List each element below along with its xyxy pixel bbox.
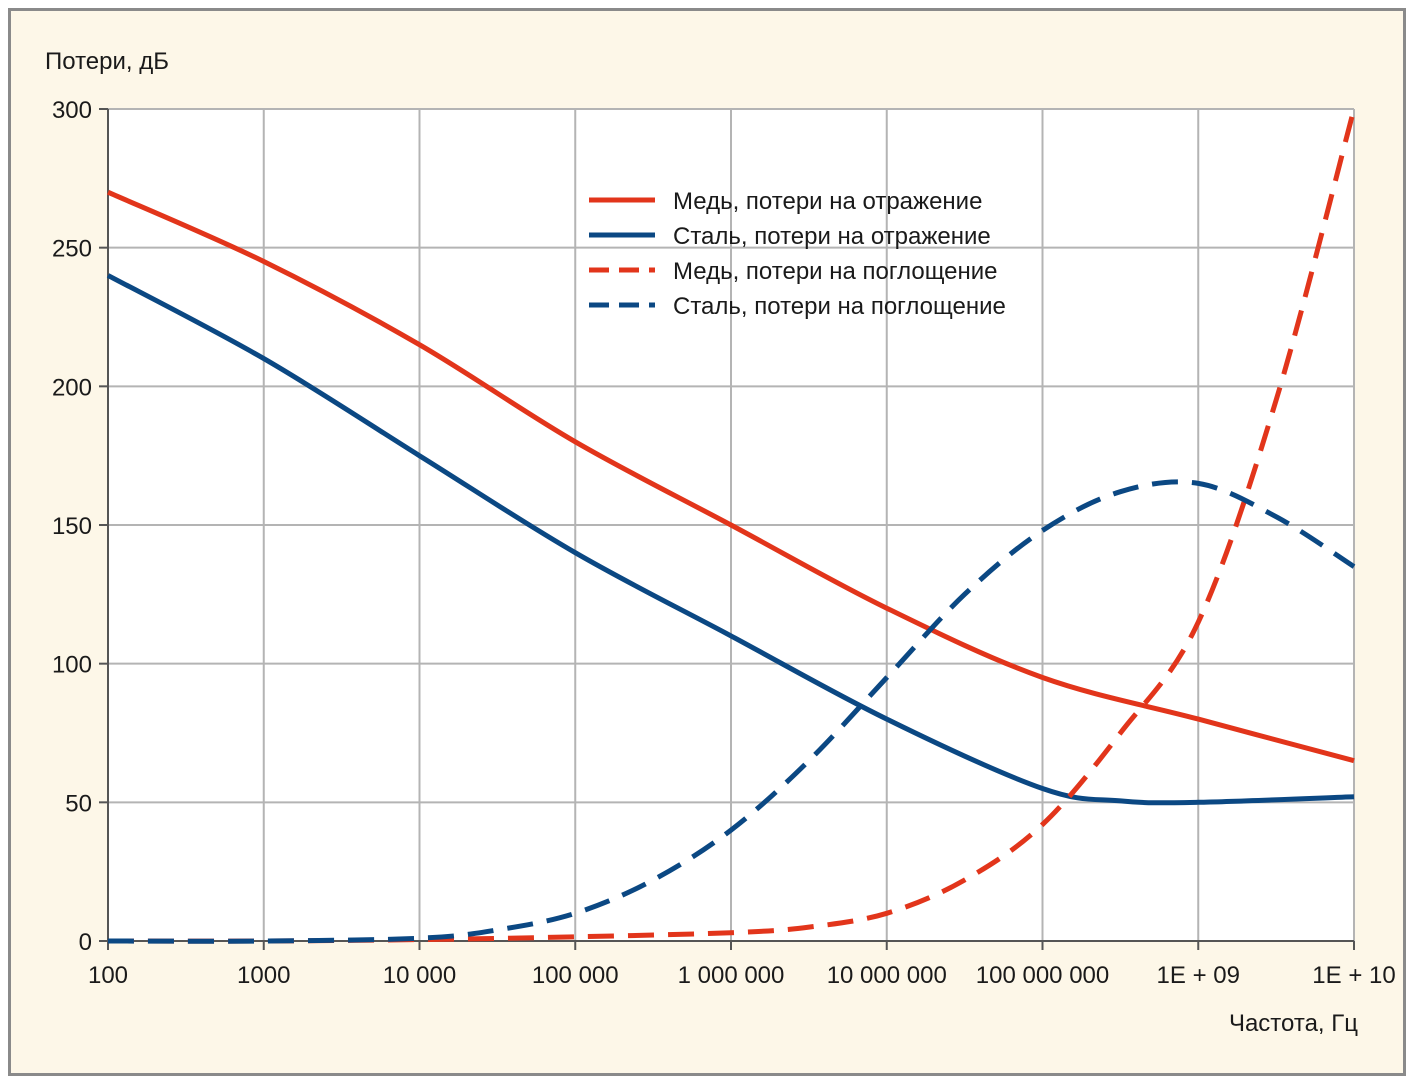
x-tick-label: 1E + 10 [1312, 962, 1395, 989]
x-tick-label: 10 000 [383, 962, 456, 989]
x-axis-title: Частота, Гц [1229, 1010, 1358, 1037]
x-tick-label: 1 000 000 [678, 962, 785, 989]
x-tick-label: 1000 [237, 962, 290, 989]
series-line-copper-reflection [106, 189, 1355, 764]
y-tick-label: 50 [65, 790, 92, 817]
chart-frame: Потери, дБ Частота, Гц 100 1000 10 000 100 … [8, 8, 1406, 1076]
x-tick-label: 100 [88, 962, 128, 989]
legend: Медь, потери на отражение Сталь, потери н… [589, 188, 1006, 320]
y-axis-title: Потери, дБ [45, 48, 169, 75]
x-tick-label: 1E + 09 [1157, 962, 1240, 989]
legend-label-copper-absorption: Медь, потери на поглощение [673, 258, 998, 285]
y-tick-label: 250 [52, 236, 92, 263]
series-line-steel-absorption [107, 479, 1356, 944]
y-tick-label: 100 [52, 652, 92, 679]
y-tick-label: 150 [52, 513, 92, 540]
x-tick-label: 100 000 [532, 962, 619, 989]
axes: Потери, дБ Частота, Гц 100 1000 10 000 100 … [45, 48, 1396, 1037]
x-tick-label: 100 000 000 [976, 962, 1109, 989]
legend-label-copper-reflection: Медь, потери на отражение [673, 188, 982, 215]
y-tick-label: 0 [79, 929, 92, 956]
legend-label-steel-absorption: Сталь, потери на поглощение [673, 293, 1006, 320]
series-line-steel-reflection [106, 273, 1355, 806]
y-tick-label: 200 [52, 374, 92, 401]
chart: Потери, дБ Частота, Гц 100 1000 10 000 100 … [45, 48, 1396, 1037]
x-tick-label: 10 000 000 [827, 962, 947, 989]
legend-label-steel-reflection: Сталь, потери на отражение [673, 223, 991, 250]
y-tick-label: 300 [52, 97, 92, 124]
series-lines [106, 108, 1357, 944]
